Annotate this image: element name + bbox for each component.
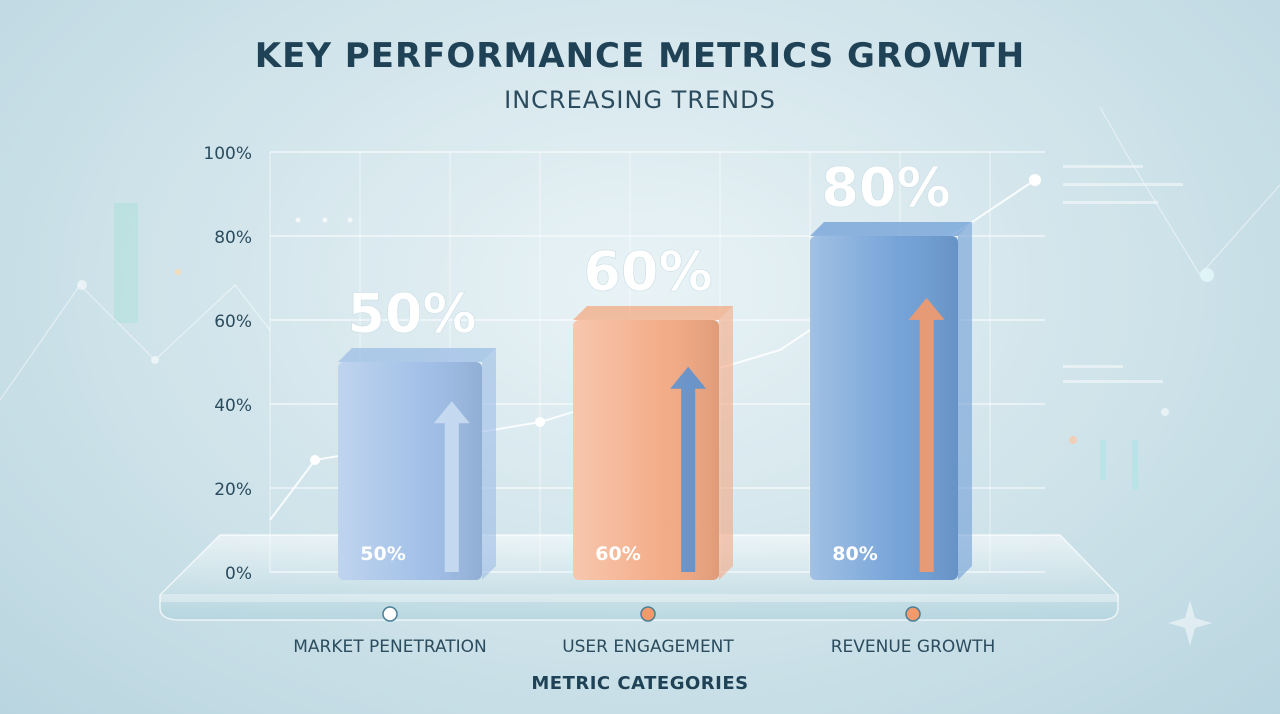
bar-sheen xyxy=(573,320,719,580)
bar-side-face xyxy=(719,306,733,580)
bar-2: 60% 60% xyxy=(573,240,733,580)
x-axis-categories: MARKET PENETRATION USER ENGAGEMENT REVENUE… xyxy=(293,606,996,657)
chart-subtitle: INCREASING TRENDS xyxy=(504,86,776,114)
background-decoration xyxy=(0,106,1280,646)
trend-point xyxy=(1029,174,1041,186)
y-tick-label: 60% xyxy=(214,312,252,332)
chart-title: KEY PERFORMANCE METRICS GROWTH xyxy=(254,36,1026,76)
x-axis-title: METRIC CATEGORIES xyxy=(531,673,749,694)
x-tick-label: REVENUE GROWTH xyxy=(831,637,996,657)
bar-side-face xyxy=(482,348,496,580)
category-marker xyxy=(905,606,921,622)
bar-sheen xyxy=(810,236,958,580)
trend-point xyxy=(535,417,545,427)
bar-side-face xyxy=(958,222,972,580)
bar-value-label: 50% xyxy=(347,282,476,345)
trend-point xyxy=(310,455,320,465)
y-axis-ticks: 0% 20% 40% 60% 80% 100% xyxy=(203,144,252,584)
bar-1: 50% 50% xyxy=(338,282,496,580)
x-tick-label: MARKET PENETRATION xyxy=(293,637,487,657)
bar-top-face xyxy=(338,348,496,362)
bars: 50% 50% 60% 60% 80% 80% xyxy=(338,156,972,580)
category-marker xyxy=(640,606,656,622)
x-tick-label: USER ENGAGEMENT xyxy=(562,637,734,657)
bar-inner-value-label: 50% xyxy=(360,543,405,565)
bar-value-label: 60% xyxy=(583,240,712,303)
bar-value-label: 80% xyxy=(821,156,950,219)
growth-arrow-icon xyxy=(433,401,470,572)
y-tick-label: 0% xyxy=(225,564,252,584)
y-tick-label: 20% xyxy=(214,480,252,500)
y-tick-label: 40% xyxy=(214,396,252,416)
bar-top-face xyxy=(573,306,733,320)
growth-arrow-icon xyxy=(670,366,707,572)
category-marker xyxy=(382,606,398,622)
y-tick-label: 100% xyxy=(203,144,252,164)
bar-top-face xyxy=(810,222,972,236)
bar-3: 80% 80% xyxy=(810,156,972,580)
y-tick-label: 80% xyxy=(214,228,252,248)
growth-arrow-icon xyxy=(908,297,945,572)
bar-inner-value-label: 80% xyxy=(832,543,877,565)
bar-inner-value-label: 60% xyxy=(595,543,640,565)
